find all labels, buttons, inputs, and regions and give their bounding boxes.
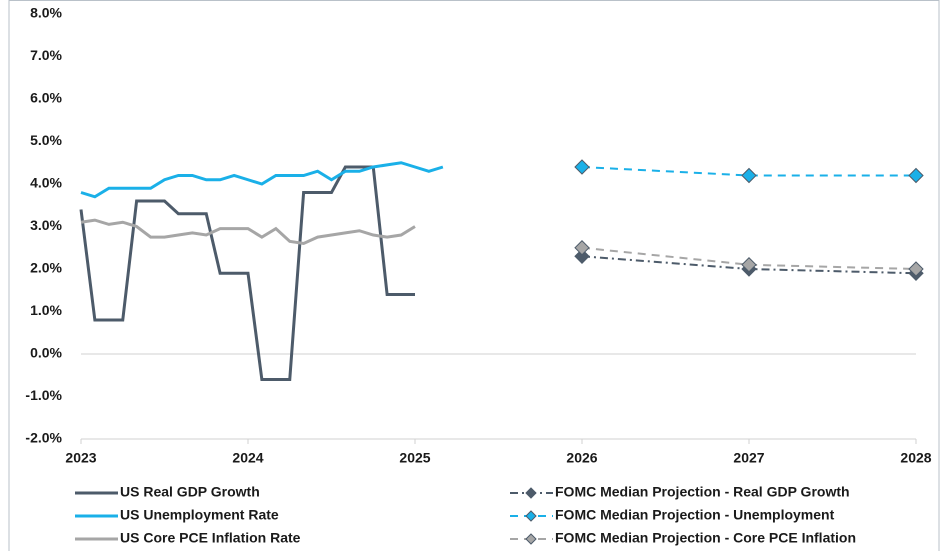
y-tick-label: 1.0% bbox=[30, 302, 62, 318]
legend-label: US Core PCE Inflation Rate bbox=[120, 530, 301, 546]
legend-marker bbox=[525, 487, 537, 499]
series-line bbox=[80, 161, 444, 199]
legend-label: FOMC Median Projection - Real GDP Growth bbox=[555, 484, 850, 500]
point-marker bbox=[908, 167, 924, 184]
x-tick-label: 2026 bbox=[566, 450, 597, 466]
x-tick-label: 2025 bbox=[399, 450, 430, 466]
x-tick-label: 2024 bbox=[232, 450, 263, 466]
y-tick-label: 7.0% bbox=[30, 47, 62, 63]
y-tick-label: 4.0% bbox=[30, 175, 62, 191]
y-tick-label: 6.0% bbox=[30, 90, 62, 106]
frame bbox=[8, 0, 940, 551]
y-tick-label: 0.0% bbox=[30, 345, 62, 361]
point-marker bbox=[741, 167, 757, 184]
series-line bbox=[79, 165, 415, 381]
legend-marker bbox=[525, 510, 537, 522]
x-tick-label: 2028 bbox=[900, 450, 931, 466]
x-tick-label: 2023 bbox=[65, 450, 96, 466]
y-tick-label: 2.0% bbox=[30, 260, 62, 276]
legend-label: US Unemployment Rate bbox=[120, 507, 279, 523]
y-tick-label: -2.0% bbox=[25, 430, 62, 446]
point-marker bbox=[574, 240, 590, 256]
y-tick-label: 5.0% bbox=[30, 132, 62, 148]
legend-marker bbox=[525, 533, 537, 545]
y-tick-label: 8.0% bbox=[30, 5, 62, 21]
legend-label: FOMC Median Projection - Core PCE Inflat… bbox=[555, 530, 856, 546]
point-marker bbox=[741, 257, 757, 273]
point-marker bbox=[574, 248, 590, 264]
y-tick-label: 3.0% bbox=[30, 217, 62, 233]
legend-label: US Real GDP Growth bbox=[120, 484, 260, 500]
legend-label: FOMC Median Projection - Unemployment bbox=[555, 507, 835, 523]
point-marker bbox=[908, 261, 924, 277]
series-line bbox=[80, 218, 416, 246]
y-tick-label: -1.0% bbox=[25, 387, 62, 403]
point-marker bbox=[574, 159, 590, 175]
x-tick-label: 2027 bbox=[733, 450, 764, 466]
